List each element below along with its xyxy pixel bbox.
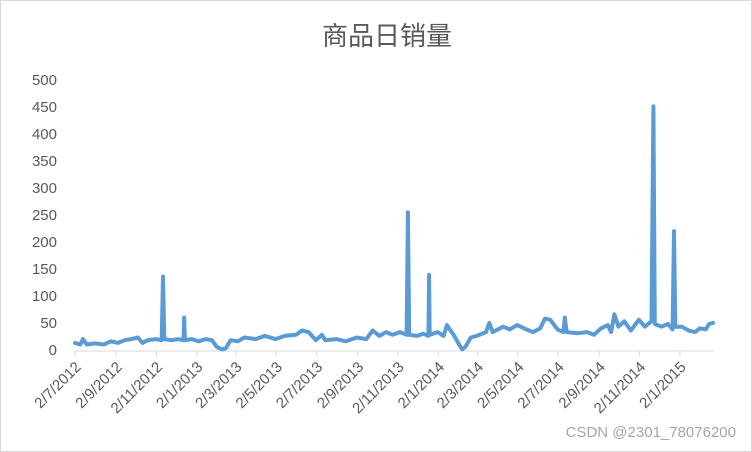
y-tick-label: 200 [32,234,57,251]
y-tick-label: 350 [32,153,57,170]
watermark: CSDN @2301_78076200 [566,424,736,441]
y-tick-label: 100 [32,288,57,305]
chart-title: 商品日销量 [322,21,452,51]
y-tick-label: 0 [49,342,57,359]
y-tick-label: 400 [32,126,57,143]
y-tick-label: 500 [32,72,57,89]
y-tick-label: 150 [32,261,57,278]
y-tick-label: 300 [32,180,57,197]
y-tick-label: 50 [40,315,57,332]
y-tick-label: 250 [32,207,57,224]
data-line [73,104,715,352]
y-tick-label: 450 [32,99,57,116]
